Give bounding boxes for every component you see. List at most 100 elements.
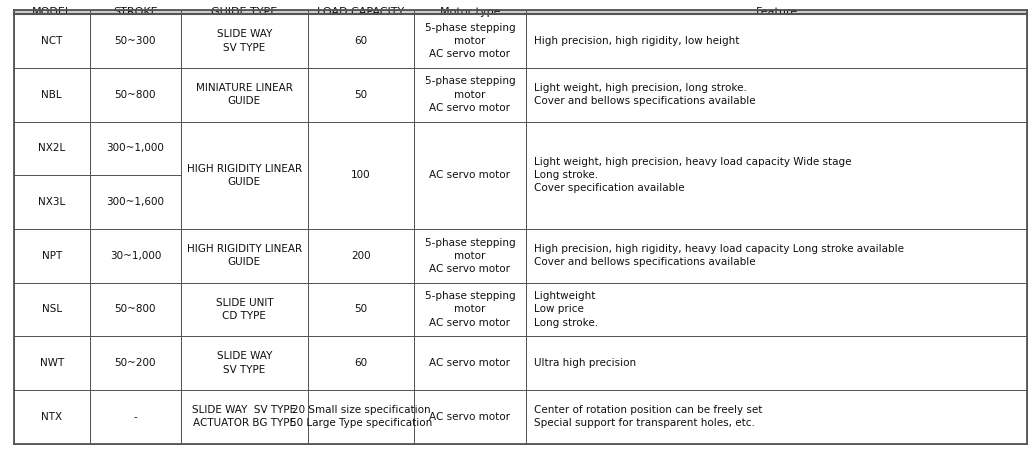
Text: 50~800: 50~800 <box>115 90 156 100</box>
Text: SLIDE WAY
SV TYPE: SLIDE WAY SV TYPE <box>217 30 272 53</box>
Bar <box>181 14 308 68</box>
Bar <box>13 14 90 68</box>
Text: 5-phase stepping
motor
AC servo motor: 5-phase stepping motor AC servo motor <box>425 23 515 59</box>
Text: NX2L: NX2L <box>38 143 65 153</box>
Text: 5-phase stepping
motor
AC servo motor: 5-phase stepping motor AC servo motor <box>425 291 515 328</box>
Bar <box>525 390 1028 444</box>
Bar <box>181 390 308 444</box>
Text: NTX: NTX <box>41 412 62 422</box>
Bar <box>181 336 308 390</box>
Text: Center of rotation position can be freely set
Special support for transparent ho: Center of rotation position can be freel… <box>534 405 762 428</box>
Text: Light weight, high precision, long stroke.
Cover and bellows specifications avai: Light weight, high precision, long strok… <box>534 83 756 106</box>
Bar <box>308 10 415 14</box>
Bar <box>415 14 525 68</box>
Text: HIGH RIGIDITY LINEAR
GUIDE: HIGH RIGIDITY LINEAR GUIDE <box>187 244 302 267</box>
Bar <box>13 10 90 14</box>
Text: NPT: NPT <box>41 251 62 261</box>
Text: NBL: NBL <box>41 90 62 100</box>
Text: Lightweight
Low price
Long stroke.: Lightweight Low price Long stroke. <box>534 291 598 328</box>
Bar <box>13 390 90 444</box>
Text: 200: 200 <box>352 251 371 261</box>
Text: -: - <box>133 412 138 422</box>
Text: MODEL: MODEL <box>32 7 71 17</box>
Bar <box>13 68 90 122</box>
Bar <box>90 390 181 444</box>
Bar <box>308 229 415 282</box>
Bar <box>13 175 90 229</box>
Bar <box>90 10 181 14</box>
Text: LOAD CAPACITY: LOAD CAPACITY <box>317 7 404 17</box>
Text: SLIDE UNIT
CD TYPE: SLIDE UNIT CD TYPE <box>215 298 273 321</box>
Text: NCT: NCT <box>41 36 62 46</box>
Text: SLIDE WAY
SV TYPE: SLIDE WAY SV TYPE <box>217 351 272 375</box>
Text: 300~1,000: 300~1,000 <box>107 143 164 153</box>
Text: 60: 60 <box>355 358 367 368</box>
Text: HIGH RIGIDITY LINEAR
GUIDE: HIGH RIGIDITY LINEAR GUIDE <box>187 163 302 187</box>
Bar <box>13 229 90 282</box>
Bar <box>90 336 181 390</box>
Bar <box>525 282 1028 336</box>
Bar <box>181 10 308 14</box>
Bar <box>90 175 181 229</box>
Text: 300~1,600: 300~1,600 <box>107 197 164 207</box>
Text: NX3L: NX3L <box>38 197 65 207</box>
Text: 50~800: 50~800 <box>115 304 156 314</box>
Bar <box>525 14 1028 68</box>
Text: AC servo motor: AC servo motor <box>429 170 511 180</box>
Text: 60: 60 <box>355 36 367 46</box>
Text: Motor type: Motor type <box>439 7 500 17</box>
Text: 5-phase stepping
motor
AC servo motor: 5-phase stepping motor AC servo motor <box>425 237 515 274</box>
Text: AC servo motor: AC servo motor <box>429 358 511 368</box>
Text: NWT: NWT <box>39 358 64 368</box>
Bar <box>308 390 415 444</box>
Bar <box>308 14 415 68</box>
Bar <box>13 282 90 336</box>
Bar <box>181 229 308 282</box>
Text: STROKE: STROKE <box>113 7 158 17</box>
Bar <box>181 122 308 229</box>
Bar <box>181 282 308 336</box>
Bar <box>181 68 308 122</box>
Text: 50~300: 50~300 <box>115 36 156 46</box>
Bar <box>415 122 525 229</box>
Text: High precision, high rigidity, low height: High precision, high rigidity, low heigh… <box>534 36 739 46</box>
Bar <box>90 282 181 336</box>
Bar <box>13 122 90 175</box>
Bar <box>525 336 1028 390</box>
Text: SLIDE WAY  SV TYPE
ACTUATOR BG TYPE: SLIDE WAY SV TYPE ACTUATOR BG TYPE <box>192 405 297 428</box>
Text: 50: 50 <box>355 90 367 100</box>
Bar <box>13 336 90 390</box>
Bar <box>308 122 415 229</box>
Text: MINIATURE LINEAR
GUIDE: MINIATURE LINEAR GUIDE <box>195 83 293 106</box>
Bar <box>415 229 525 282</box>
Text: Light weight, high precision, heavy load capacity Wide stage
Long stroke.
Cover : Light weight, high precision, heavy load… <box>534 157 851 193</box>
Bar <box>90 68 181 122</box>
Bar <box>415 68 525 122</box>
Bar <box>525 68 1028 122</box>
Text: GUIDE TYPE: GUIDE TYPE <box>211 7 277 17</box>
Bar <box>415 282 525 336</box>
Bar <box>525 122 1028 229</box>
Bar <box>308 68 415 122</box>
Bar <box>415 390 525 444</box>
Text: 5-phase stepping
motor
AC servo motor: 5-phase stepping motor AC servo motor <box>425 76 515 113</box>
Bar <box>415 336 525 390</box>
Text: 20 Small size specification
50 Large Type specification: 20 Small size specification 50 Large Typ… <box>290 405 432 428</box>
Bar <box>525 229 1028 282</box>
Bar <box>90 14 181 68</box>
Bar <box>308 336 415 390</box>
Text: 50~200: 50~200 <box>115 358 156 368</box>
Bar <box>90 122 181 175</box>
Text: AC servo motor: AC servo motor <box>429 412 511 422</box>
Text: Feature: Feature <box>756 7 797 17</box>
Bar <box>415 10 525 14</box>
Text: Ultra high precision: Ultra high precision <box>534 358 636 368</box>
Text: NSL: NSL <box>41 304 62 314</box>
Text: High precision, high rigidity, heavy load capacity Long stroke available
Cover a: High precision, high rigidity, heavy loa… <box>534 244 904 267</box>
Bar <box>90 229 181 282</box>
Text: 50: 50 <box>355 304 367 314</box>
Bar <box>308 282 415 336</box>
Bar <box>525 10 1028 14</box>
Text: 100: 100 <box>352 170 371 180</box>
Text: 30~1,000: 30~1,000 <box>110 251 161 261</box>
